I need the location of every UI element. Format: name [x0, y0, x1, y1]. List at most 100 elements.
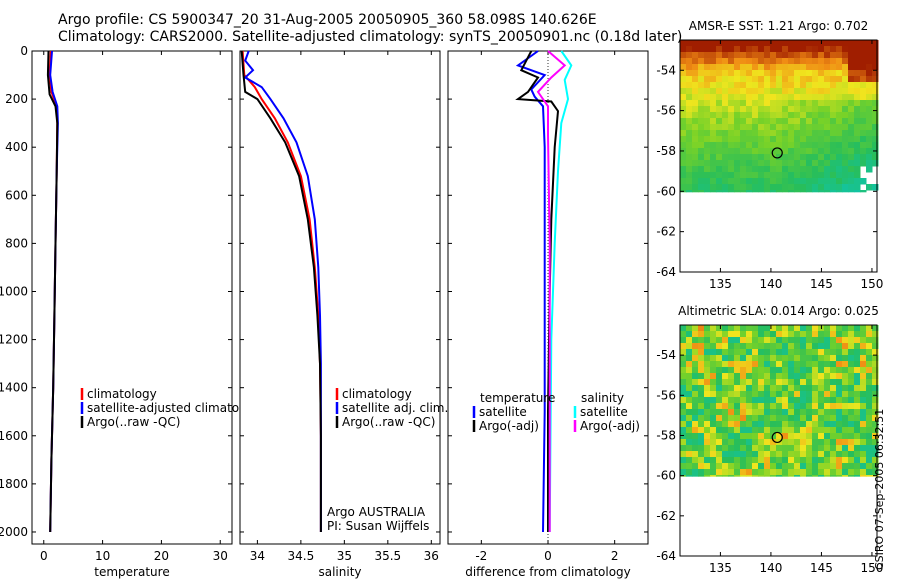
heatmap-cell — [788, 88, 795, 95]
heatmap-cell — [776, 172, 783, 179]
heatmap-cell — [794, 385, 801, 392]
heatmap-cell — [698, 76, 705, 83]
heatmap-cell — [872, 52, 879, 59]
heatmap-cell — [842, 439, 849, 446]
heatmap-cell — [704, 70, 711, 77]
heatmap-cell — [722, 361, 729, 368]
heatmap-cell — [764, 136, 771, 143]
heatmap-cell — [806, 367, 813, 374]
heatmap-cell — [710, 130, 717, 137]
heatmap-cell — [860, 445, 867, 452]
heatmap-cell — [752, 469, 759, 476]
heatmap-cell — [854, 136, 861, 143]
heatmap-cell — [704, 403, 711, 410]
heatmap-cell — [830, 451, 837, 458]
heatmap-cell — [818, 367, 825, 374]
heatmap-cell — [704, 427, 711, 434]
heatmap-cell — [716, 445, 723, 452]
heatmap-cell — [686, 397, 693, 404]
heatmap-cell — [764, 106, 771, 113]
heatmap-cell — [716, 355, 723, 362]
heatmap-cell — [836, 451, 843, 458]
heatmap-cell — [836, 190, 843, 193]
heatmap-cell — [782, 190, 789, 193]
heatmap-cell — [866, 46, 873, 53]
heatmap-cell — [698, 46, 705, 53]
heatmap-cell — [692, 160, 699, 167]
heatmap-cell — [794, 64, 801, 71]
heatmap-cell — [818, 100, 825, 107]
heatmap-cell — [764, 391, 771, 398]
heatmap-cell — [704, 160, 711, 167]
heatmap-cell — [728, 433, 735, 440]
y-tick-label: 0 — [20, 44, 28, 58]
heatmap-cell — [842, 325, 849, 332]
heatmap-cell — [782, 88, 789, 95]
heatmap-cell — [686, 475, 693, 477]
argo-position-marker — [771, 431, 783, 444]
heatmap-cell — [788, 160, 795, 167]
heatmap-cell — [788, 415, 795, 422]
heatmap-cell — [830, 130, 837, 137]
heatmap-cell — [788, 475, 795, 477]
heatmap-cell — [782, 130, 789, 137]
heatmap-cell — [830, 106, 837, 113]
heatmap-cell — [836, 325, 843, 332]
heatmap-cell — [824, 172, 831, 179]
heatmap-cell — [770, 82, 777, 89]
heatmap-cell — [818, 469, 825, 476]
heatmap-cell — [872, 88, 879, 95]
heatmap-cell — [860, 433, 867, 440]
heatmap-cell — [830, 355, 837, 362]
heatmap-cell — [866, 415, 873, 422]
heatmap-cell — [764, 433, 771, 440]
heatmap-cell — [734, 397, 741, 404]
heatmap-cell — [728, 439, 735, 446]
heatmap-cell — [782, 391, 789, 398]
heatmap-cell — [794, 439, 801, 446]
heatmap-cell — [710, 349, 717, 356]
heatmap-cell — [794, 463, 801, 470]
heatmap-cell — [704, 421, 711, 428]
heatmap-cell — [716, 94, 723, 101]
heatmap-cell — [788, 439, 795, 446]
heatmap-cell — [764, 94, 771, 101]
heatmap-cell — [704, 184, 711, 191]
heatmap-cell — [866, 325, 873, 332]
legend-label: satellite adj. clim. — [342, 401, 448, 415]
heatmap-cell — [758, 475, 765, 477]
heatmap-cell — [770, 178, 777, 185]
heatmap-cell — [848, 160, 855, 167]
heatmap-cell — [830, 88, 837, 95]
heatmap-cell — [854, 190, 861, 193]
heatmap-cell — [680, 52, 687, 59]
heatmap-cell — [806, 415, 813, 422]
heatmap-cell — [686, 325, 693, 332]
heatmap-cell — [734, 349, 741, 356]
heatmap-cell — [704, 433, 711, 440]
heatmap-cell — [818, 106, 825, 113]
heatmap-cell — [854, 184, 861, 191]
heatmap-cell — [710, 469, 717, 476]
heatmap-cell — [728, 142, 735, 149]
heatmap-cell — [716, 88, 723, 95]
heatmap-cell — [800, 46, 807, 53]
heatmap-cell — [692, 367, 699, 374]
heatmap-cell — [812, 88, 819, 95]
heatmap-cell — [692, 325, 699, 332]
heatmap-cell — [686, 391, 693, 398]
heatmap-cell — [698, 94, 705, 101]
heatmap-cell — [818, 148, 825, 155]
heatmap-cell — [812, 40, 819, 47]
heatmap-cell — [692, 439, 699, 446]
heatmap-cell — [680, 106, 687, 113]
heatmap-cell — [860, 40, 867, 47]
heatmap-cell — [746, 469, 753, 476]
heatmap-cell — [854, 445, 861, 452]
heatmap-cell — [794, 409, 801, 416]
heatmap-cell — [770, 451, 777, 458]
heatmap-cell — [710, 40, 717, 47]
x-axis-label: difference from climatology — [465, 565, 631, 579]
heatmap-cell — [854, 379, 861, 386]
heatmap-cell — [830, 46, 837, 53]
